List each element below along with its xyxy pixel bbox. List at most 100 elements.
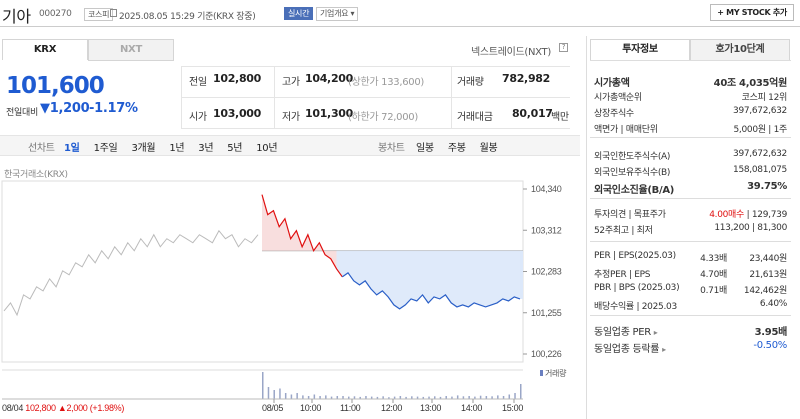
valuation-a: 4.33배 <box>700 254 727 264</box>
candle-chart-label: 봉차트 <box>378 143 405 154</box>
prev-day-line <box>3 229 259 317</box>
candle-0[interactable]: 일봉 <box>416 143 434 154</box>
stats-divider-2 <box>274 66 275 128</box>
volume-bar <box>468 396 470 399</box>
change-percent: -1.17% <box>89 101 138 116</box>
valuation-row: PER | EPS(2025.03) 4.33배 23,440원 <box>594 251 787 265</box>
volume-bar <box>267 387 270 399</box>
today-up-line <box>261 194 343 278</box>
info-value: 40조 4,035억원 <box>713 78 788 89</box>
volume-bar <box>462 396 465 399</box>
period-4[interactable]: 3년 <box>198 143 214 154</box>
volume-bar <box>399 396 402 399</box>
nextrade-label: 넥스트레이드(NXT) <box>471 47 551 58</box>
prev-close-value: 102,800 <box>213 72 262 85</box>
company-overview-button[interactable]: 기업개요 ▾ <box>316 7 359 21</box>
volume-bar <box>307 396 310 399</box>
period-6[interactable]: 10년 <box>256 143 278 154</box>
low-label: 저가 <box>282 112 300 123</box>
info-row: 시가총액 40조 4,035억원 <box>594 74 788 89</box>
valuation-b: 21,613원 <box>749 270 787 280</box>
volume-bar <box>353 396 356 399</box>
volume-bar <box>428 396 430 399</box>
volume-bar <box>290 394 293 399</box>
valuation-b: 6.40% <box>759 299 787 309</box>
my-stock-add-button[interactable]: + MY STOCK 추가 <box>710 4 794 21</box>
realtime-button[interactable]: 실시간 <box>284 7 314 20</box>
candle-2[interactable]: 월봉 <box>479 143 498 154</box>
volume-bar <box>388 397 390 399</box>
info-value: 39.75% <box>747 181 787 192</box>
line-chart-label: 선차트 <box>28 143 55 154</box>
tab-nxt[interactable]: NXT <box>88 39 174 61</box>
period-1[interactable]: 1주일 <box>93 143 118 154</box>
period-5[interactable]: 5년 <box>227 143 243 154</box>
high-value: 104,200 <box>305 72 354 85</box>
volume-bar <box>359 396 361 399</box>
panel-sep-3 <box>590 241 791 242</box>
info-label: 액면가 | 매매단위 <box>594 125 658 135</box>
candle-1[interactable]: 주봉 <box>447 143 466 154</box>
week52-label: 52주최고 | 최저 <box>594 226 653 236</box>
y-tick-label: 103,312 <box>531 225 562 235</box>
panel-sep-1 <box>590 137 791 138</box>
trade-amount-label: 거래대금 <box>457 112 493 123</box>
sector-rate-label: 동일업종 등락률 <box>594 344 660 355</box>
volume-bar <box>370 396 373 399</box>
tab-krx[interactable]: KRX <box>2 39 88 60</box>
info-row: 외국인보유주식수(B) 158,081,075 <box>594 165 787 179</box>
volume-bar <box>491 396 493 399</box>
info-icon-2[interactable]: ▸ <box>662 345 666 354</box>
volume-bar <box>451 396 453 399</box>
stats-mid-line <box>181 97 570 98</box>
volume-bar <box>302 395 304 399</box>
valuation-label: PER | EPS(2025.03) <box>594 251 676 261</box>
current-price: 101,600 <box>6 73 105 99</box>
info-label: 외국인소진율(B/A) <box>594 185 675 196</box>
open-label: 시가 <box>189 112 207 123</box>
volume-bar <box>434 396 436 399</box>
x-tick-label: 10:00 <box>300 403 321 413</box>
tab-orderbook[interactable]: 호가10단계 <box>690 39 790 61</box>
week52-value: 113,200 | 81,300 <box>714 223 787 233</box>
period-3[interactable]: 1년 <box>169 143 185 154</box>
help-icon[interactable]: ? <box>559 43 568 52</box>
volume-bar <box>456 395 459 399</box>
price-chart[interactable]: 104,340 103,312 102,283 101,255 100,226 거래량 08… <box>0 160 580 419</box>
volume-bar <box>382 396 384 399</box>
valuation-a: 4.70배 <box>700 270 727 280</box>
volume-bar <box>336 396 339 399</box>
change-label: 전일대비 <box>6 108 38 118</box>
info-value: 158,081,075 <box>733 165 787 175</box>
valuation-label: PBR | BPS (2025.03) <box>594 283 680 293</box>
volume-bar <box>284 393 287 399</box>
period-0[interactable]: 1일 <box>64 143 80 154</box>
valuation-b: 142,462원 <box>743 286 787 296</box>
tab-investment-info[interactable]: 투자정보 <box>590 39 690 60</box>
change-value: 1,200 <box>49 101 90 116</box>
info-value: 5,000원 | 1주 <box>733 125 787 135</box>
period-2[interactable]: 3개월 <box>131 143 156 154</box>
stats-divider-1 <box>181 66 182 128</box>
period-list: 1일 1주일 3개월 1년 3년 5년 10년 <box>64 139 291 154</box>
header-divider <box>0 26 800 27</box>
volume-bar <box>405 396 407 399</box>
volume-bar <box>514 393 516 399</box>
volume-bar <box>393 396 396 399</box>
stats-top-line <box>181 66 570 67</box>
opinion-row: 투자의견 | 목표주가 4.00매수 | 129,739 <box>594 210 787 220</box>
upper-limit: (상한가 133,600) <box>348 77 425 88</box>
y-tick-label: 100,226 <box>531 349 562 359</box>
timestamp: 2025.08.05 15:29 기준(KRX 장중) <box>119 12 256 22</box>
low-value: 101,300 <box>305 107 354 120</box>
candle-list: 일봉 주봉 월봉 <box>416 139 511 154</box>
valuation-b: 23,440원 <box>749 254 787 264</box>
info-value: 코스피 12위 <box>741 93 788 103</box>
volume-bar <box>330 396 333 399</box>
volume-bar <box>520 384 522 399</box>
stats-bottom-line <box>181 128 570 129</box>
info-row: 시가총액순위 코스피 12위 <box>594 90 787 104</box>
volume-bar <box>342 396 344 399</box>
info-label: 상장주식수 <box>594 109 634 119</box>
info-icon[interactable]: ▸ <box>653 328 658 337</box>
